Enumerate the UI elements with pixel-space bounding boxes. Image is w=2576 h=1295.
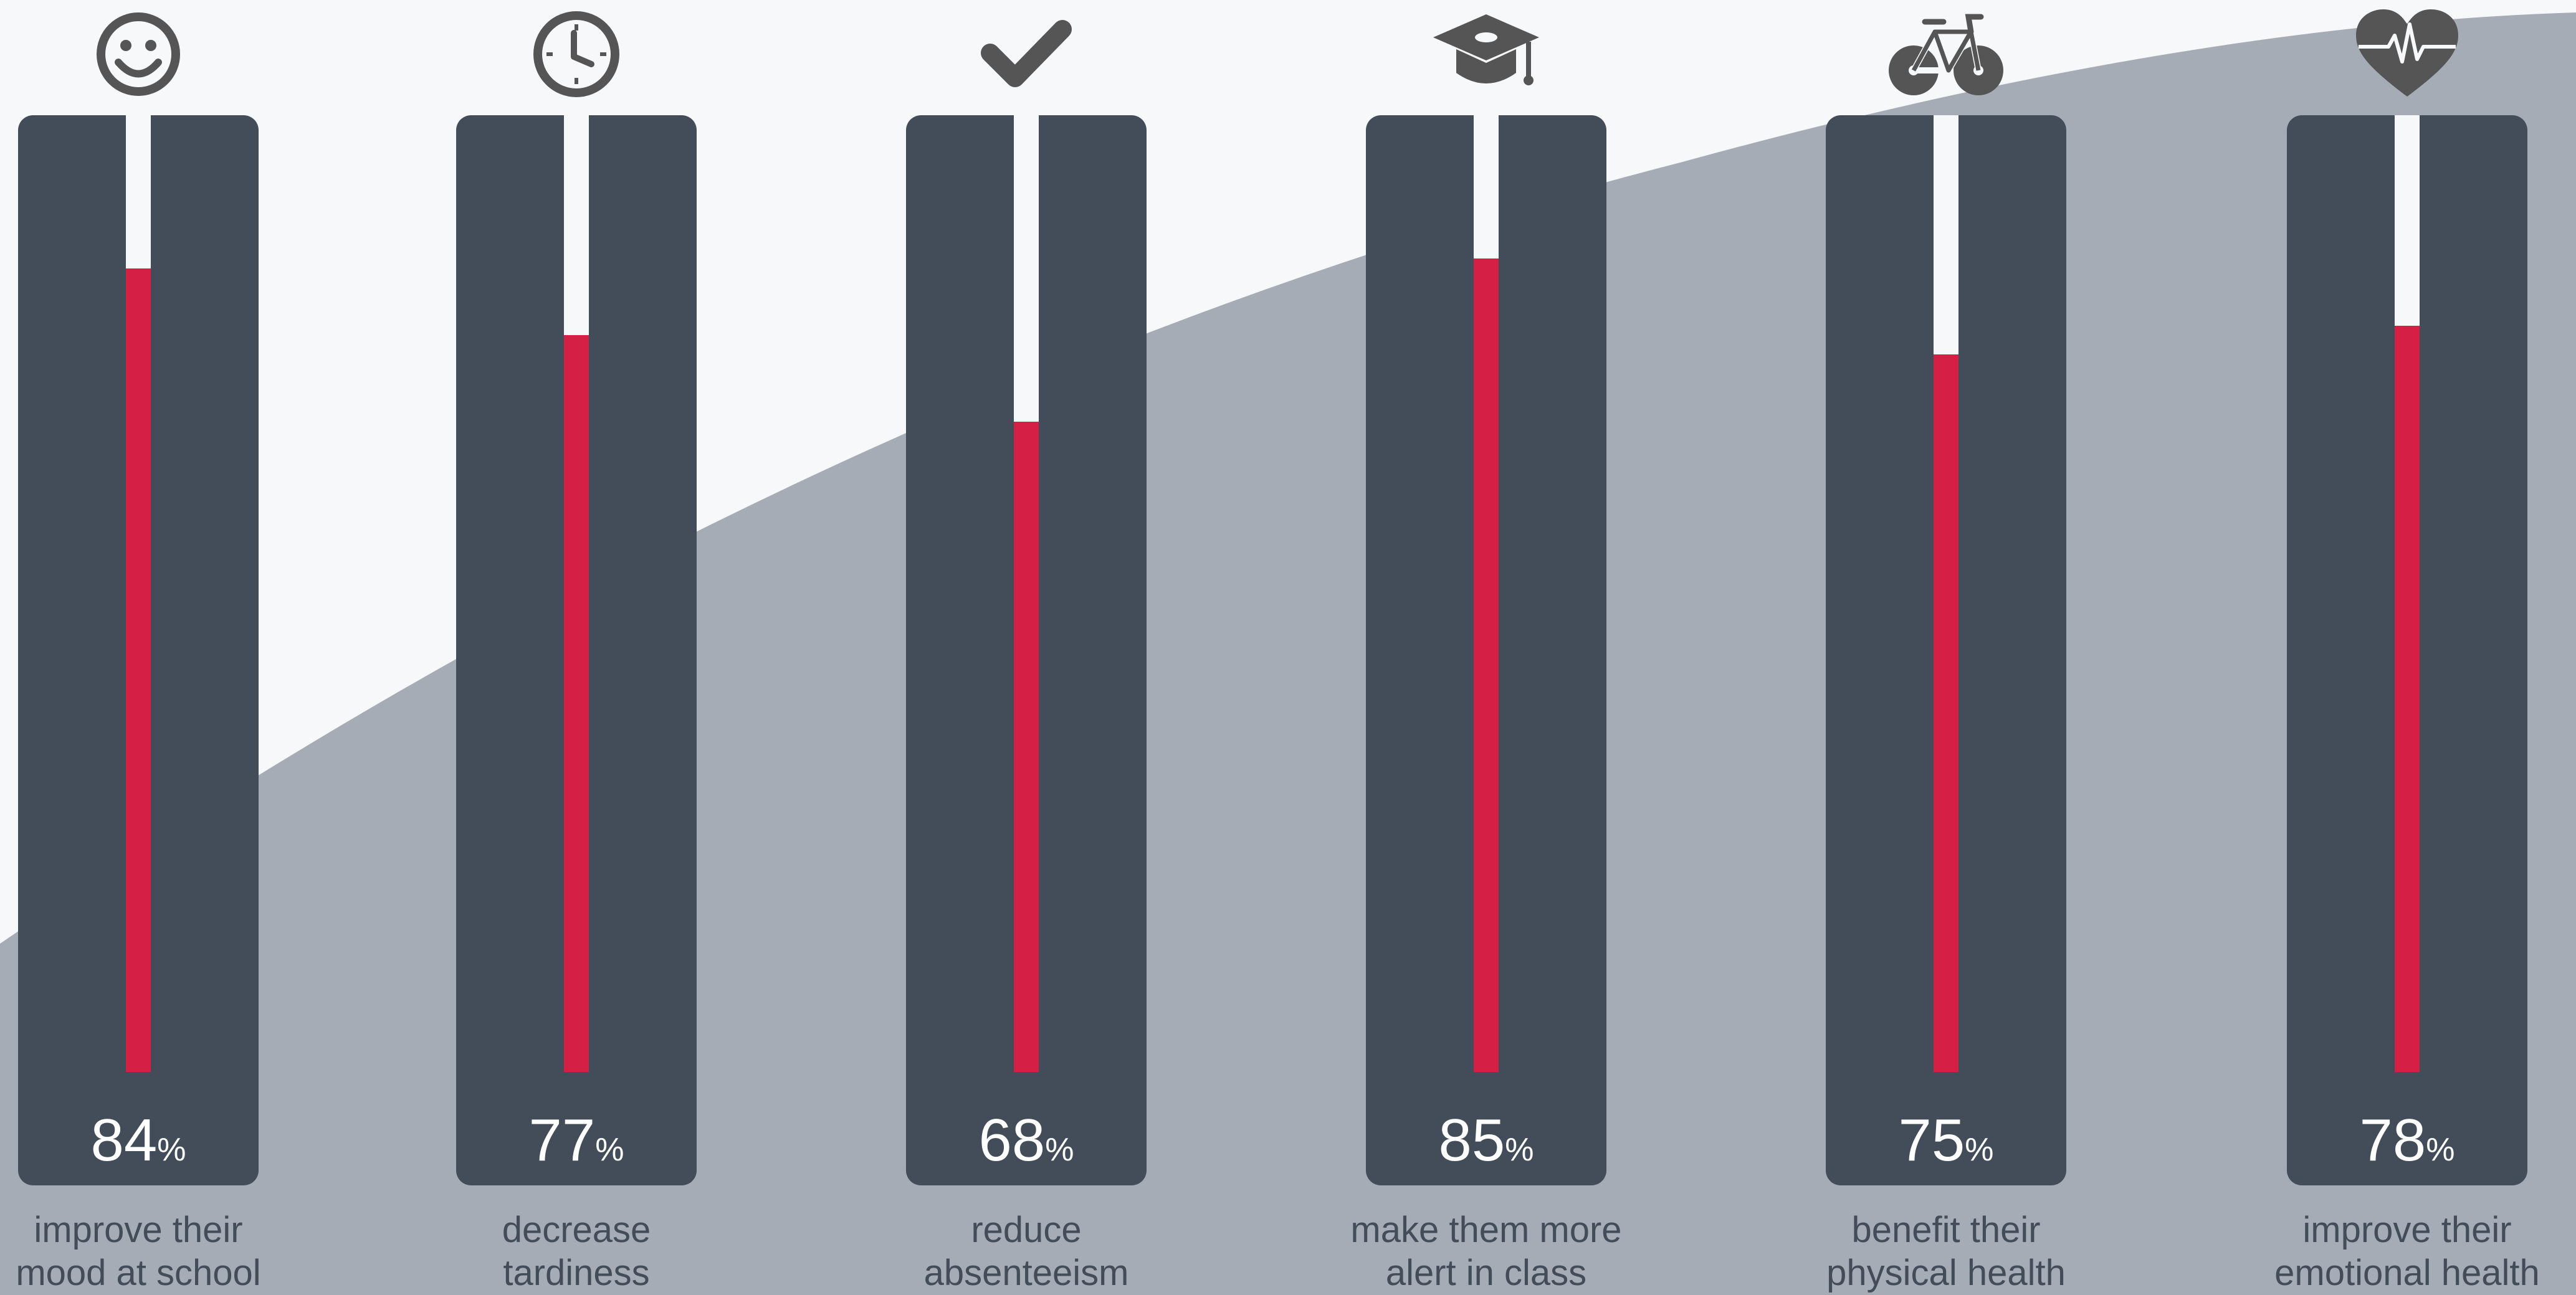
- metric-panel: 84%: [18, 115, 259, 1185]
- graduation-cap-icon: [1424, 3, 1548, 103]
- metric-column-physical-health: 75% benefit their physical health: [1826, 0, 2066, 1295]
- progress-track: [2395, 115, 2420, 1072]
- progress-track: [564, 115, 589, 1072]
- metric-value: 75%: [1898, 1107, 1994, 1174]
- metric-label: improve their mood at school: [16, 1210, 261, 1293]
- progress-fill: [2395, 326, 2420, 1072]
- progress-track: [126, 115, 151, 1072]
- metric-column-alertness: 85% make them more alert in class: [1350, 0, 1622, 1295]
- metric-panel: 77%: [456, 115, 697, 1185]
- heartbeat-icon: [2345, 3, 2469, 103]
- metric-column-tardiness: 77% decrease tardiness: [456, 0, 697, 1295]
- smiley-icon: [76, 3, 201, 103]
- metric-value: 78%: [2359, 1107, 2455, 1174]
- metric-label: benefit their physical health: [1826, 1210, 2066, 1293]
- progress-track: [1474, 115, 1499, 1072]
- metric-label: improve their emotional health: [2274, 1210, 2540, 1293]
- metric-panel: 68%: [906, 115, 1147, 1185]
- bicycle-icon: [1884, 3, 2008, 103]
- metric-label: decrease tardiness: [502, 1210, 651, 1293]
- progress-fill: [564, 335, 589, 1072]
- progress-fill: [126, 268, 151, 1072]
- progress-fill: [1014, 422, 1039, 1072]
- metric-value: 77%: [528, 1107, 624, 1174]
- metric-column-emotional-health: 78% improve their emotional health: [2274, 0, 2540, 1295]
- progress-fill: [1474, 259, 1499, 1072]
- progress-fill: [1934, 354, 1958, 1072]
- progress-track: [1934, 115, 1958, 1072]
- progress-track: [1014, 115, 1039, 1072]
- metric-column-absenteeism: 68% reduce absenteeism: [906, 0, 1147, 1295]
- metric-label: make them more alert in class: [1350, 1210, 1622, 1293]
- metric-value: 68%: [978, 1107, 1074, 1174]
- metric-panel: 75%: [1826, 115, 2066, 1185]
- metric-value: 84%: [90, 1107, 186, 1174]
- metric-value: 85%: [1438, 1107, 1534, 1174]
- metric-label: reduce absenteeism: [923, 1210, 1129, 1293]
- checkmark-icon: [964, 3, 1089, 103]
- clock-icon: [514, 3, 639, 103]
- metric-column-mood: 84% improve their mood at school: [16, 0, 261, 1295]
- metric-panel: 85%: [1366, 115, 1606, 1185]
- metric-panel: 78%: [2287, 115, 2527, 1185]
